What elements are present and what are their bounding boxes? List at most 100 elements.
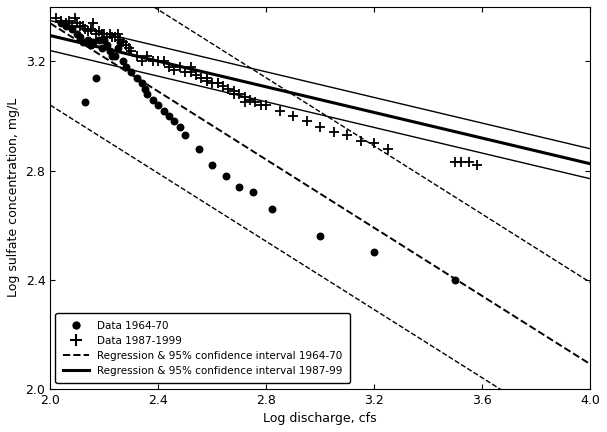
Point bbox=[75, 33, 85, 40]
Point bbox=[356, 137, 365, 144]
Point bbox=[223, 85, 233, 92]
Point bbox=[159, 107, 169, 114]
Point bbox=[121, 41, 131, 48]
Point bbox=[118, 58, 128, 65]
Point bbox=[229, 91, 239, 98]
Point bbox=[212, 80, 222, 87]
Point bbox=[72, 20, 82, 27]
Point bbox=[302, 118, 311, 125]
Point bbox=[180, 69, 190, 76]
Point bbox=[107, 33, 117, 40]
Point bbox=[89, 39, 98, 46]
Point bbox=[154, 58, 163, 65]
Point bbox=[89, 20, 98, 27]
Point bbox=[110, 33, 120, 40]
Point bbox=[105, 31, 115, 38]
Point bbox=[75, 22, 85, 29]
Point bbox=[113, 31, 123, 38]
Point bbox=[61, 22, 71, 29]
Point bbox=[100, 31, 109, 38]
Point bbox=[137, 58, 147, 65]
X-axis label: Log discharge, cfs: Log discharge, cfs bbox=[263, 412, 377, 425]
Point bbox=[245, 96, 255, 103]
Point bbox=[464, 159, 473, 166]
Point bbox=[51, 14, 61, 21]
Point bbox=[315, 124, 325, 130]
Point bbox=[229, 88, 239, 95]
Point bbox=[86, 25, 95, 32]
Point bbox=[256, 102, 266, 108]
Point bbox=[262, 102, 271, 108]
Point bbox=[208, 372, 217, 378]
Point bbox=[81, 99, 90, 106]
Point bbox=[97, 31, 106, 38]
Point bbox=[240, 93, 249, 100]
Point bbox=[64, 17, 74, 24]
Point bbox=[221, 172, 231, 179]
Point bbox=[472, 162, 481, 168]
Point bbox=[208, 80, 217, 87]
Point bbox=[450, 159, 460, 166]
Point bbox=[315, 232, 325, 239]
Y-axis label: Log sulfate concentration, mg/L: Log sulfate concentration, mg/L bbox=[7, 98, 20, 297]
Point bbox=[208, 162, 217, 168]
Point bbox=[118, 39, 128, 46]
Point bbox=[169, 66, 179, 73]
Point bbox=[275, 107, 285, 114]
Point bbox=[234, 91, 244, 98]
Point bbox=[148, 58, 158, 65]
Point bbox=[159, 58, 169, 65]
Point bbox=[67, 25, 76, 32]
Point bbox=[456, 159, 466, 166]
Point bbox=[191, 72, 201, 79]
Point bbox=[94, 28, 104, 35]
Point bbox=[186, 64, 195, 70]
Point bbox=[197, 74, 206, 81]
Point bbox=[369, 249, 379, 256]
Point bbox=[110, 53, 120, 60]
Point bbox=[97, 44, 106, 51]
Point bbox=[175, 64, 185, 70]
Point bbox=[218, 83, 228, 89]
Point bbox=[194, 145, 203, 152]
Point bbox=[132, 53, 141, 60]
Point bbox=[288, 113, 298, 120]
Point bbox=[148, 96, 158, 103]
Point bbox=[202, 74, 212, 81]
Point bbox=[164, 64, 174, 70]
Point bbox=[164, 113, 174, 120]
Point bbox=[107, 53, 117, 60]
Point bbox=[100, 36, 109, 43]
Point bbox=[83, 36, 93, 43]
Point bbox=[81, 25, 90, 32]
Point bbox=[105, 47, 115, 54]
Point bbox=[342, 132, 352, 139]
Point bbox=[154, 102, 163, 108]
Point bbox=[72, 31, 82, 38]
Point bbox=[329, 129, 339, 136]
Point bbox=[175, 124, 185, 130]
Point bbox=[137, 80, 147, 87]
Point bbox=[67, 22, 76, 29]
Point bbox=[383, 145, 393, 152]
Point bbox=[124, 44, 134, 51]
Point bbox=[126, 47, 136, 54]
Point bbox=[248, 189, 257, 196]
Legend: Data 1964-70, Data 1987-1999, Regression & 95% confidence interval 1964-70, Regr: Data 1964-70, Data 1987-1999, Regression… bbox=[55, 313, 350, 384]
Point bbox=[56, 17, 66, 24]
Point bbox=[212, 80, 222, 87]
Point bbox=[251, 99, 260, 106]
Point bbox=[83, 28, 93, 35]
Point bbox=[143, 53, 152, 60]
Point bbox=[91, 74, 101, 81]
Point bbox=[186, 69, 195, 76]
Point bbox=[61, 20, 71, 27]
Point bbox=[86, 41, 95, 48]
Point bbox=[56, 20, 66, 27]
Point bbox=[115, 39, 125, 46]
Point bbox=[180, 132, 190, 139]
Point bbox=[450, 276, 460, 283]
Point bbox=[369, 140, 379, 147]
Point bbox=[143, 91, 152, 98]
Point bbox=[240, 99, 249, 106]
